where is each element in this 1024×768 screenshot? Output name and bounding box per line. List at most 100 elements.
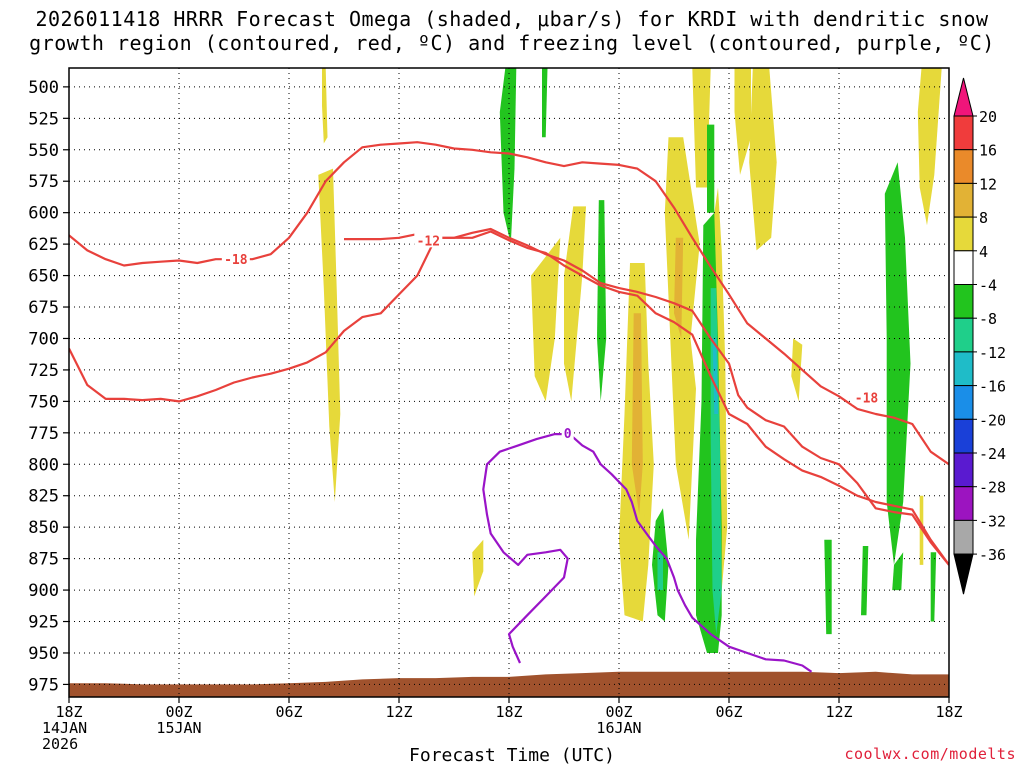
y-tick-label-550: 550 bbox=[28, 141, 59, 161]
chart-title-line2: growth region (contoured, red, ºC) and f… bbox=[29, 31, 995, 55]
omega-area-pos4-10 bbox=[749, 68, 777, 251]
colorbar-label-5: -4 bbox=[979, 277, 997, 295]
x-tick-label-12-0: 06Z bbox=[275, 703, 302, 721]
y-tick-label-775: 775 bbox=[28, 424, 59, 444]
omega-area-pos4-7 bbox=[692, 68, 711, 188]
x-tick-label-0-0: 18Z bbox=[55, 703, 82, 721]
omega-area-neg4-16 bbox=[499, 68, 517, 245]
omega-area-neg4-22 bbox=[824, 539, 832, 635]
colorbar-label-6: -8 bbox=[979, 310, 997, 328]
colorbar-label-3: 8 bbox=[979, 209, 988, 227]
contour--18 bbox=[69, 141, 949, 466]
omega-area-neg8-28 bbox=[657, 552, 663, 591]
contour-label-bg--18 bbox=[221, 251, 250, 267]
colorbar-box-3 bbox=[953, 182, 974, 218]
colorbar-label-1: 16 bbox=[979, 142, 997, 160]
colorbar-box-10 bbox=[953, 418, 974, 454]
x-tick-label-0-2: 2026 bbox=[42, 735, 78, 753]
y-tick-label-975: 975 bbox=[28, 675, 59, 695]
contour-0 bbox=[482, 433, 813, 673]
contour-label--18b: -18 bbox=[855, 392, 879, 407]
omega-area-pos4-4 bbox=[531, 237, 561, 402]
omega-area-pos4-1 bbox=[318, 168, 341, 502]
colorbar-label-2: 12 bbox=[979, 175, 997, 193]
x-tick-label-6-1: 15JAN bbox=[156, 719, 201, 737]
colorbar-box-11 bbox=[953, 452, 974, 488]
y-tick-label-525: 525 bbox=[28, 109, 59, 129]
omega-area-pos4-6 bbox=[664, 137, 700, 540]
credit-link[interactable]: coolwx.com/modelts bbox=[844, 745, 1016, 763]
x-tick-label-48-0: 18Z bbox=[935, 703, 962, 721]
colorbar-bottom-arrow bbox=[953, 553, 974, 595]
x-tick-label-18-0: 12Z bbox=[385, 703, 412, 721]
omega-area-pos4-2 bbox=[472, 539, 484, 597]
omega-area-neg4-21 bbox=[707, 124, 715, 213]
contour-label-bg--18b bbox=[852, 389, 881, 405]
colorbar-box-5 bbox=[953, 250, 974, 286]
x-tick-label-6-0: 00Z bbox=[165, 703, 192, 721]
omega-area-pos4-0 bbox=[322, 68, 328, 144]
x-tick-label-36-0: 06Z bbox=[715, 703, 742, 721]
colorbar-top-arrow bbox=[953, 77, 974, 117]
omega-area-pos4-11 bbox=[791, 338, 803, 402]
omega-area-neg4-26 bbox=[930, 552, 937, 622]
contour-label-bg-0 bbox=[561, 424, 574, 440]
y-tick-label-650: 650 bbox=[28, 267, 59, 287]
chart-title-line1: 2026011418 HRRR Forecast Omega (shaded, … bbox=[35, 7, 989, 31]
y-tick-label-950: 950 bbox=[28, 644, 59, 664]
y-tick-label-850: 850 bbox=[28, 518, 59, 538]
colorbar-box-1 bbox=[953, 115, 974, 151]
colorbar-box-9 bbox=[953, 385, 974, 420]
x-tick-label-0-1: 14JAN bbox=[42, 719, 87, 737]
x-tick-label-30-1: 16JAN bbox=[596, 719, 641, 737]
colorbar-label-7: -12 bbox=[979, 344, 1006, 362]
omega-area-neg12-29 bbox=[712, 338, 718, 414]
y-tick-label-800: 800 bbox=[28, 455, 59, 475]
x-tick-label-42-0: 12Z bbox=[825, 703, 852, 721]
colorbar-label-11: -28 bbox=[979, 479, 1006, 497]
colorbar-label-13: -36 bbox=[979, 546, 1006, 564]
omega-area-pos4-9 bbox=[734, 68, 751, 175]
y-tick-label-900: 900 bbox=[28, 581, 59, 601]
omega-area-pos8-15 bbox=[674, 237, 684, 339]
colorbar-box-6 bbox=[953, 284, 974, 319]
omega-area-pos4-3 bbox=[564, 206, 586, 402]
y-tick-label-750: 750 bbox=[28, 392, 59, 412]
y-tick-label-500: 500 bbox=[28, 78, 59, 98]
colorbar-box-8 bbox=[953, 351, 974, 387]
y-tick-label-675: 675 bbox=[28, 298, 59, 318]
colorbar-box-7 bbox=[953, 317, 974, 353]
y-tick-label-825: 825 bbox=[28, 487, 59, 507]
colorbar-label-8: -16 bbox=[979, 378, 1006, 396]
colorbar-label-0: 20 bbox=[979, 108, 997, 126]
y-tick-label-925: 925 bbox=[28, 613, 59, 633]
y-tick-label-875: 875 bbox=[28, 550, 59, 570]
colorbar-label-9: -20 bbox=[979, 411, 1006, 429]
colorbar-label-12: -32 bbox=[979, 512, 1006, 530]
colorbar-box-13 bbox=[953, 519, 974, 555]
y-tick-label-575: 575 bbox=[28, 172, 59, 192]
x-axis-label: Forecast Time (UTC) bbox=[409, 745, 615, 766]
omega-area-neg4-25 bbox=[892, 552, 904, 591]
x-tick-label-30-0: 00Z bbox=[605, 703, 632, 721]
colorbar-box-12 bbox=[953, 486, 974, 521]
contour--12 bbox=[69, 230, 949, 566]
x-tick-label-24-0: 18Z bbox=[495, 703, 522, 721]
contour-label-bg--12 bbox=[414, 232, 443, 248]
y-tick-label-600: 600 bbox=[28, 204, 59, 224]
contour-label--18: -18 bbox=[224, 253, 248, 268]
omega-area-neg4-23 bbox=[861, 546, 869, 616]
y-tick-label-625: 625 bbox=[28, 235, 59, 255]
contour-label-0: 0 bbox=[564, 427, 572, 442]
contour-label--12: -12 bbox=[417, 234, 440, 249]
colorbar-label-10: -24 bbox=[979, 445, 1006, 463]
colorbar-label-4: 4 bbox=[979, 243, 988, 261]
y-tick-label-725: 725 bbox=[28, 361, 59, 381]
colorbar-box-4 bbox=[953, 216, 974, 252]
y-tick-label-700: 700 bbox=[28, 329, 59, 349]
colorbar-box-2 bbox=[953, 149, 974, 184]
omega-area-pos4-12 bbox=[917, 68, 942, 226]
omega-area-neg4-17 bbox=[542, 68, 548, 138]
omega-area-neg4-18 bbox=[597, 200, 607, 402]
